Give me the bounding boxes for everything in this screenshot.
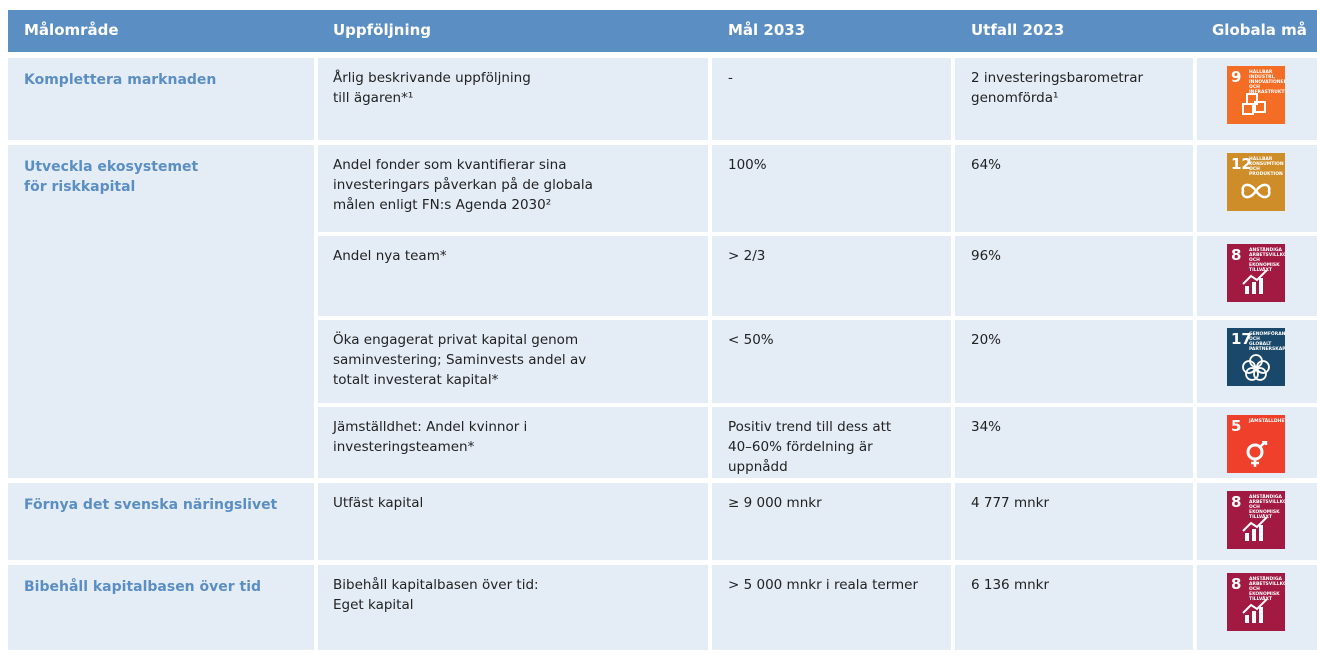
table-cell <box>712 145 951 232</box>
outcome-text: 6 136 mnkr <box>971 577 1050 593</box>
goal-cell <box>8 483 314 560</box>
sdg-label: HÅLLBAR KONSUMTION OCH PRODUKTION <box>1249 157 1284 177</box>
table-cell <box>712 407 951 478</box>
followup-text: Årlig beskrivande uppföljning <box>333 70 531 86</box>
table-cell <box>318 58 708 140</box>
table-cell <box>712 58 951 140</box>
sdg-glyph <box>1241 92 1271 124</box>
followup-text: Andel fonder som kvantifierar sina <box>333 157 567 173</box>
table-cell <box>955 483 1193 560</box>
table-cell <box>712 320 951 403</box>
sdg-label: JÄMSTÄLLDHET <box>1249 419 1285 424</box>
outcome-text: 34% <box>971 419 1002 435</box>
table-cell <box>318 483 708 560</box>
table-cell <box>318 565 708 650</box>
followup-text: Jämställdhet: Andel kvinnor i <box>333 419 528 435</box>
followup-text: investeringars påverkan på de globala <box>333 177 593 193</box>
sdg-label: ANSTÄNDIGA ARBETSVILLKOR OCH EKONOMISK T… <box>1249 248 1285 273</box>
outcome-text: 2 investeringsbarometrar <box>971 70 1144 86</box>
outcome-text: 20% <box>971 332 1002 348</box>
followup-text: Bibehåll kapitalbasen över tid: <box>333 577 539 593</box>
outcome-text: 96% <box>971 248 1002 264</box>
target-text: > 5 000 mnkr i reala termer <box>728 577 919 593</box>
header-cell: Målområde <box>24 21 119 39</box>
sdg-number: 17 <box>1231 330 1252 348</box>
target-text: Positiv trend till dess att <box>728 419 892 435</box>
sdg-icon: 8 ANSTÄNDIGA ARBETSVILLKOR OCH EKONOMISK … <box>1227 573 1285 631</box>
followup-text: totalt investerat kapital* <box>333 372 499 388</box>
goal-text: Utveckla ekosystemet <box>24 159 199 175</box>
target-text: uppnådd <box>728 459 788 475</box>
table-cell <box>712 565 951 650</box>
header-cell: Uppföljning <box>333 21 432 39</box>
table-cell <box>955 407 1193 478</box>
sdg-number: 5 <box>1231 417 1242 435</box>
table-cell <box>712 483 951 560</box>
goal-cell <box>8 58 314 140</box>
sdg-number: 9 <box>1231 68 1242 86</box>
sdg-glyph <box>1241 354 1271 386</box>
sdg-number: 8 <box>1231 246 1242 264</box>
sdg-icon: 12 HÅLLBAR KONSUMTION OCH PRODUKTION <box>1227 153 1285 211</box>
target-text: > 2/3 <box>728 248 766 264</box>
sdg-number: 8 <box>1231 575 1242 593</box>
target-text: 40–60% fördelning är <box>728 439 873 455</box>
followup-text: till ägaren*¹ <box>333 90 414 106</box>
sdg-label: HÅLLBAR INDUSTRI, INNOVATIONER OCH INFRA… <box>1249 70 1285 95</box>
target-text: - <box>728 70 733 86</box>
sdg-number: 12 <box>1231 155 1252 173</box>
table-cell <box>318 320 708 403</box>
sdg-icon: 17GENOMFÖRANDE OCH GLOBALT PARTNERSKAP <box>1227 328 1285 386</box>
sdg-glyph <box>1241 179 1271 211</box>
followup-text: Andel nya team* <box>333 248 447 264</box>
followup-text: Öka engagerat privat kapital genom <box>333 332 579 348</box>
outcome-text: genomförda¹ <box>971 90 1059 106</box>
sdg-label: ANSTÄNDIGA ARBETSVILLKOR OCH EKONOMISK T… <box>1249 495 1285 520</box>
goal-cell <box>8 145 314 478</box>
sdg-icon: 5 JÄMSTÄLLDHET <box>1227 415 1285 473</box>
table-cell <box>955 320 1193 403</box>
sdg-glyph <box>1241 516 1271 549</box>
header-cell: Mål 2033 <box>728 21 806 39</box>
table-cell <box>712 236 951 316</box>
sdg-label: ANSTÄNDIGA ARBETSVILLKOR OCH EKONOMISK T… <box>1249 577 1285 602</box>
sdg-icon: 8 ANSTÄNDIGA ARBETSVILLKOR OCH EKONOMISK … <box>1227 491 1285 549</box>
goal-text: Förnya det svenska näringslivet <box>24 497 278 513</box>
goal-text: Bibehåll kapitalbasen över tid <box>24 579 262 595</box>
sdg-icon: 8 ANSTÄNDIGA ARBETSVILLKOR OCH EKONOMISK … <box>1227 244 1285 302</box>
table-cell <box>318 236 708 316</box>
sdg-label: GENOMFÖRANDE OCH GLOBALT PARTNERSKAP <box>1249 332 1285 352</box>
sdg-icon: 9 HÅLLBAR INDUSTRI, INNOVATIONER OCH INFR… <box>1227 66 1285 124</box>
goal-text: för riskkapital <box>24 179 136 195</box>
header-cell: Globala må <box>1212 21 1307 39</box>
followup-text: Eget kapital <box>333 597 414 613</box>
outcome-text: 64% <box>971 157 1002 173</box>
target-text: < 50% <box>728 332 774 348</box>
outcome-text: 4 777 mnkr <box>971 495 1050 511</box>
followup-text: investeringsteamen* <box>333 439 475 455</box>
table-cell <box>318 145 708 232</box>
followup-text: Utfäst kapital <box>333 495 424 511</box>
table-cell <box>955 58 1193 140</box>
goal-text: Komplettera marknaden <box>24 72 217 88</box>
table-cell <box>955 145 1193 232</box>
sdg-glyph <box>1241 439 1271 473</box>
sdg-glyph <box>1241 598 1271 631</box>
sdg-glyph <box>1241 269 1271 302</box>
table-cell <box>955 565 1193 650</box>
target-text: ≥ 9 000 mnkr <box>728 495 822 511</box>
header-bar <box>8 10 1317 52</box>
followup-text: saminvestering; Saminvests andel av <box>333 352 587 368</box>
table-cell <box>318 407 708 478</box>
header-cell: Utfall 2023 <box>971 21 1065 39</box>
table-cell <box>955 236 1193 316</box>
target-text: 100% <box>728 157 767 173</box>
sdg-number: 8 <box>1231 493 1242 511</box>
followup-text: målen enligt FN:s Agenda 2030² <box>333 197 552 213</box>
goal-cell <box>8 565 314 650</box>
